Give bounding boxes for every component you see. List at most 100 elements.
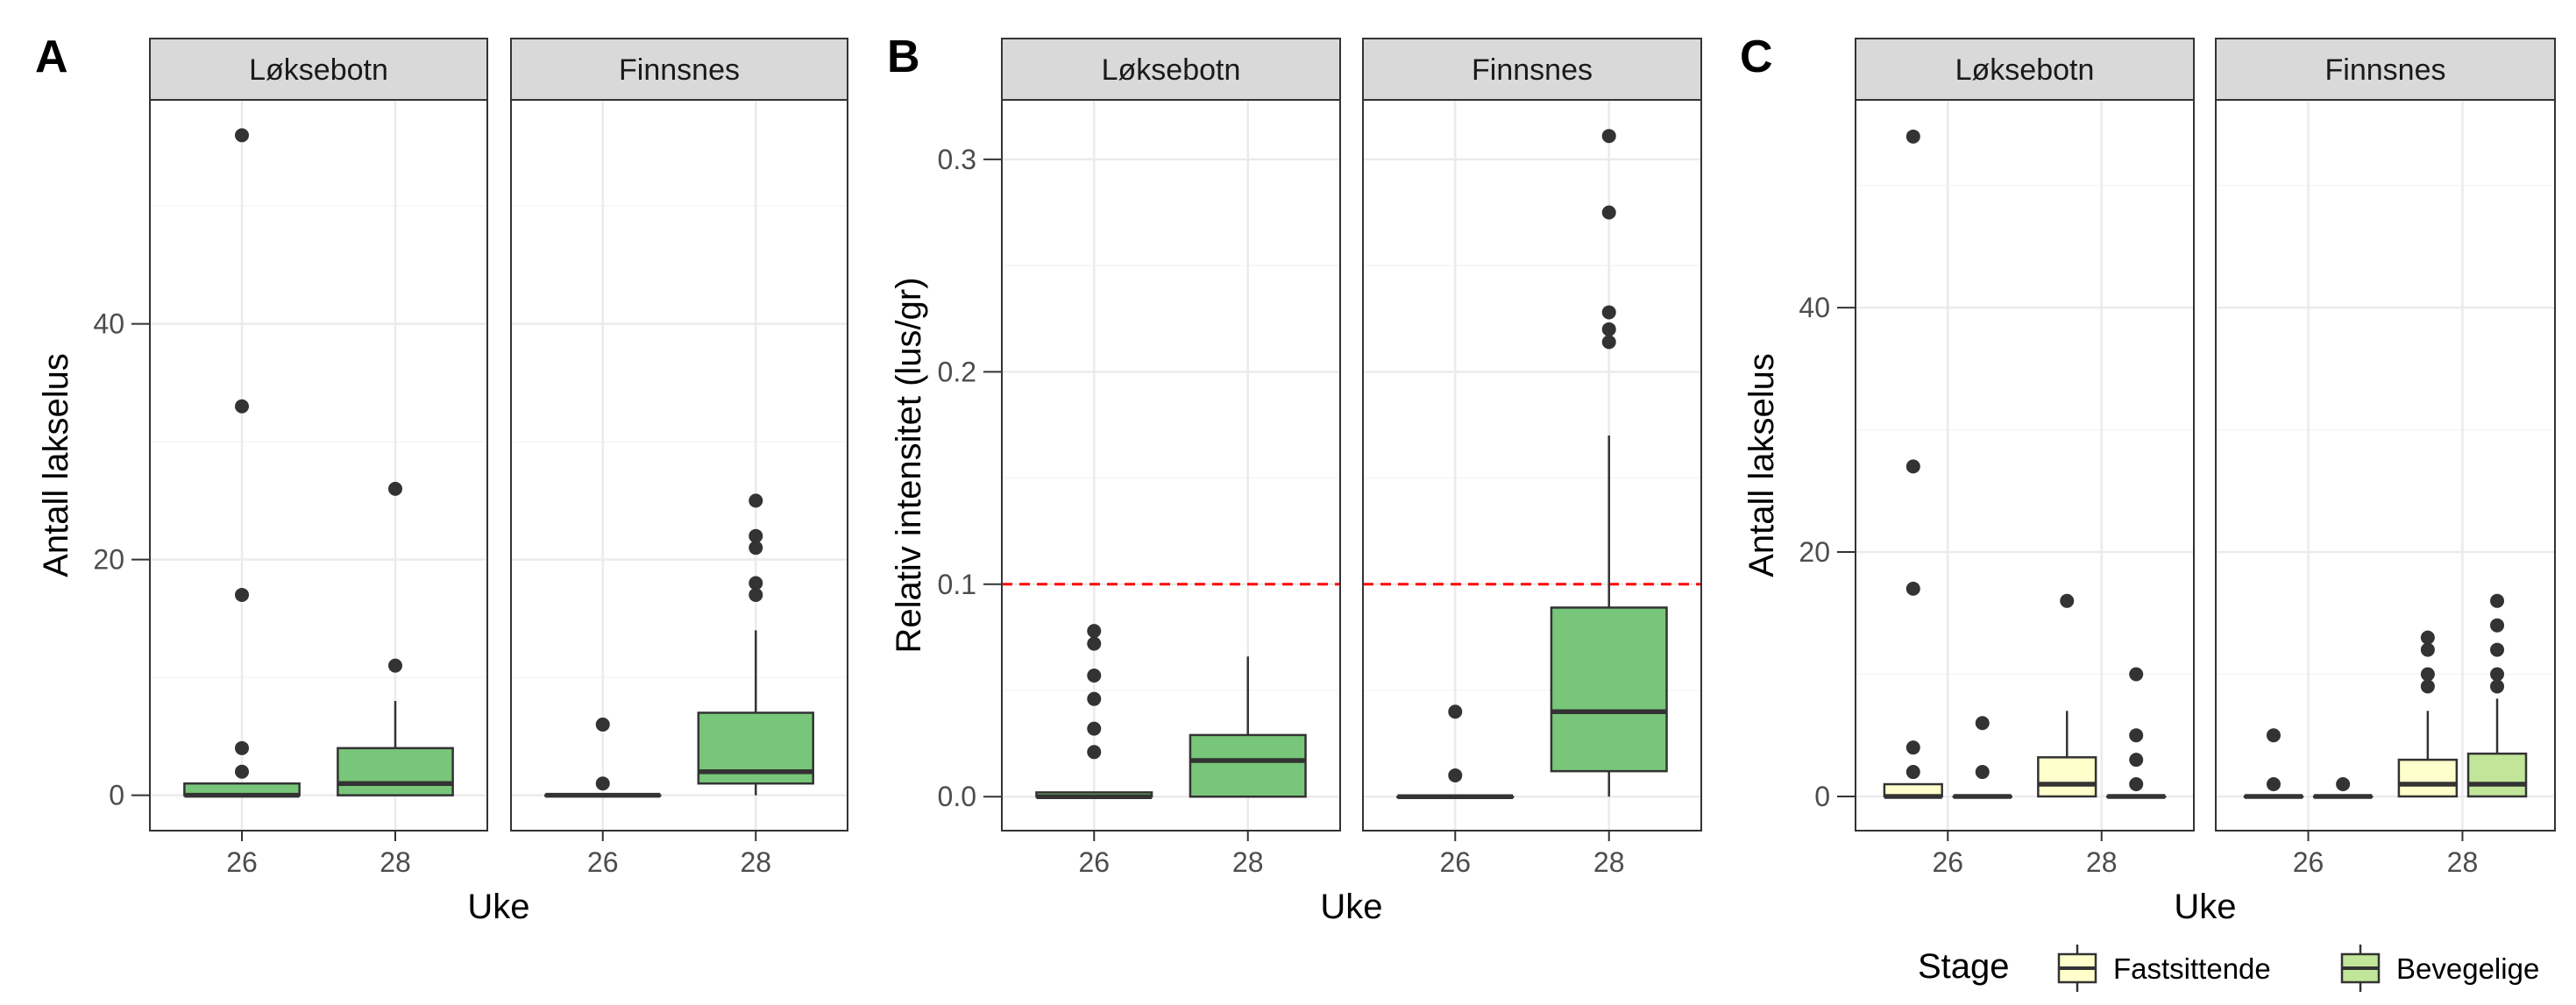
outlier-point: [235, 740, 249, 755]
outlier-point: [235, 764, 249, 779]
boxplot-26: [1396, 704, 1515, 799]
outlier-point: [1905, 129, 1920, 144]
facet-strip: [149, 38, 488, 101]
outlier-point: [1601, 305, 1616, 320]
facet-strip-label: Løksebotn: [1102, 53, 1241, 87]
y-tick-label: 0.3: [938, 144, 976, 175]
outlier-point: [2129, 667, 2144, 682]
x-tick-label: 26: [587, 846, 619, 878]
boxplot-28-fastsittende: [2397, 630, 2459, 798]
outlier-point: [2490, 679, 2505, 694]
boxplot-26-fastsittende: [2243, 728, 2304, 799]
box: [1550, 606, 1668, 773]
outlier-point: [2129, 777, 2144, 792]
legend-key-fastsittende: Fastsittende: [2057, 945, 2271, 992]
outlier-point: [1601, 335, 1616, 350]
outlier-point: [2129, 728, 2144, 743]
facet-Løksebotn: Løksebotn 26 28: [149, 38, 488, 878]
plot-background: [1002, 100, 1340, 831]
y-tick-label: 20: [1799, 536, 1830, 568]
legend-entry-label: Bevegelige: [2396, 952, 2539, 985]
outlier-point: [2266, 777, 2281, 792]
x-tick-label: 28: [1593, 846, 1625, 878]
outlier-point: [2490, 618, 2505, 633]
boxplot-28: [337, 481, 454, 796]
panel-border: [1001, 99, 1341, 832]
outlier-point: [749, 587, 763, 602]
box: [2466, 752, 2528, 798]
boxplot-28: [697, 493, 814, 796]
y-tick-label: 0: [1814, 781, 1830, 812]
y-tick-label: 0.2: [938, 356, 976, 387]
facet-Finnsnes: Finnsnes 26 28: [1362, 38, 1702, 878]
x-tick-label: 28: [1232, 846, 1264, 878]
facet-strip-label: Løksebotn: [1955, 53, 2095, 87]
outlier-point: [1905, 459, 1920, 474]
x-axis-title: Uke: [1320, 888, 1382, 926]
outlier-point: [2420, 667, 2435, 682]
facet-Finnsnes: Finnsnes 26 28: [2215, 38, 2556, 878]
legend-entry-label: Fastsittende: [2113, 952, 2271, 985]
outlier-point: [2490, 593, 2505, 608]
boxplot-28: [1189, 656, 1307, 798]
outlier-point: [1601, 205, 1616, 220]
y-tick-label: 0: [109, 780, 124, 811]
facet-strip-label: Finnsnes: [619, 53, 740, 87]
box: [2397, 758, 2459, 798]
y-axis-title: Relativ intensitet (lus/gr): [890, 277, 928, 653]
x-tick-label: 26: [2293, 846, 2324, 878]
outlier-point: [388, 481, 402, 496]
outlier-point: [1905, 765, 1920, 780]
plot-background: [511, 100, 848, 831]
outlier-point: [1087, 745, 1102, 760]
x-tick-label: 26: [1078, 846, 1110, 878]
x-tick-label: 28: [740, 846, 771, 878]
outlier-point: [1905, 740, 1920, 755]
facet-Løksebotn: Løksebotn 26 28: [1855, 38, 2195, 878]
facet-strip: [1001, 38, 1341, 101]
facet-strip-label: Løksebotn: [249, 53, 388, 87]
x-tick-label: 28: [2086, 846, 2118, 878]
x-tick-label: 28: [380, 846, 411, 878]
outlier-point: [1448, 768, 1463, 782]
boxplot-26: [183, 128, 301, 798]
outlier-point: [388, 658, 402, 673]
outlier-point: [595, 717, 610, 732]
box: [1189, 733, 1307, 798]
y-tick-label: 0.0: [938, 781, 976, 812]
boxplot-26-bevegelige: [2312, 777, 2374, 799]
x-axis-title: Uke: [467, 888, 529, 926]
outlier-point: [1975, 765, 1990, 780]
panel-label: C: [1740, 32, 1773, 82]
box: [337, 747, 454, 796]
outlier-point: [2420, 630, 2435, 645]
outlier-point: [1087, 721, 1102, 736]
y-tick-label: 40: [93, 308, 124, 340]
outlier-point: [2336, 777, 2351, 792]
outlier-point: [595, 776, 610, 791]
outlier-point: [749, 493, 763, 508]
facet-Løksebotn: Løksebotn 26 28: [1001, 38, 1341, 878]
facet-Finnsnes: Finnsnes 26 28: [510, 38, 848, 878]
x-axis-title: Uke: [2174, 888, 2236, 926]
outlier-point: [235, 399, 249, 414]
outlier-point: [2420, 642, 2435, 657]
y-tick-label: 0.1: [938, 569, 976, 600]
x-tick-label: 26: [1932, 846, 1963, 878]
boxplot-28: [1550, 129, 1668, 797]
facet-strip: [1362, 38, 1702, 101]
facet-strip-label: Finnsnes: [1472, 53, 1593, 87]
y-tick-label: 20: [93, 544, 124, 576]
boxplot-26: [544, 717, 662, 798]
x-tick-label: 26: [1439, 846, 1471, 878]
plot-background: [1856, 100, 2194, 831]
outlier-point: [235, 128, 249, 143]
facet-strip-label: Finnsnes: [2325, 53, 2446, 87]
y-axis-title: Antall lakselus: [1742, 353, 1781, 577]
facet-strip: [1855, 38, 2195, 101]
panel-border: [1855, 99, 2195, 832]
panel-border: [149, 99, 488, 832]
